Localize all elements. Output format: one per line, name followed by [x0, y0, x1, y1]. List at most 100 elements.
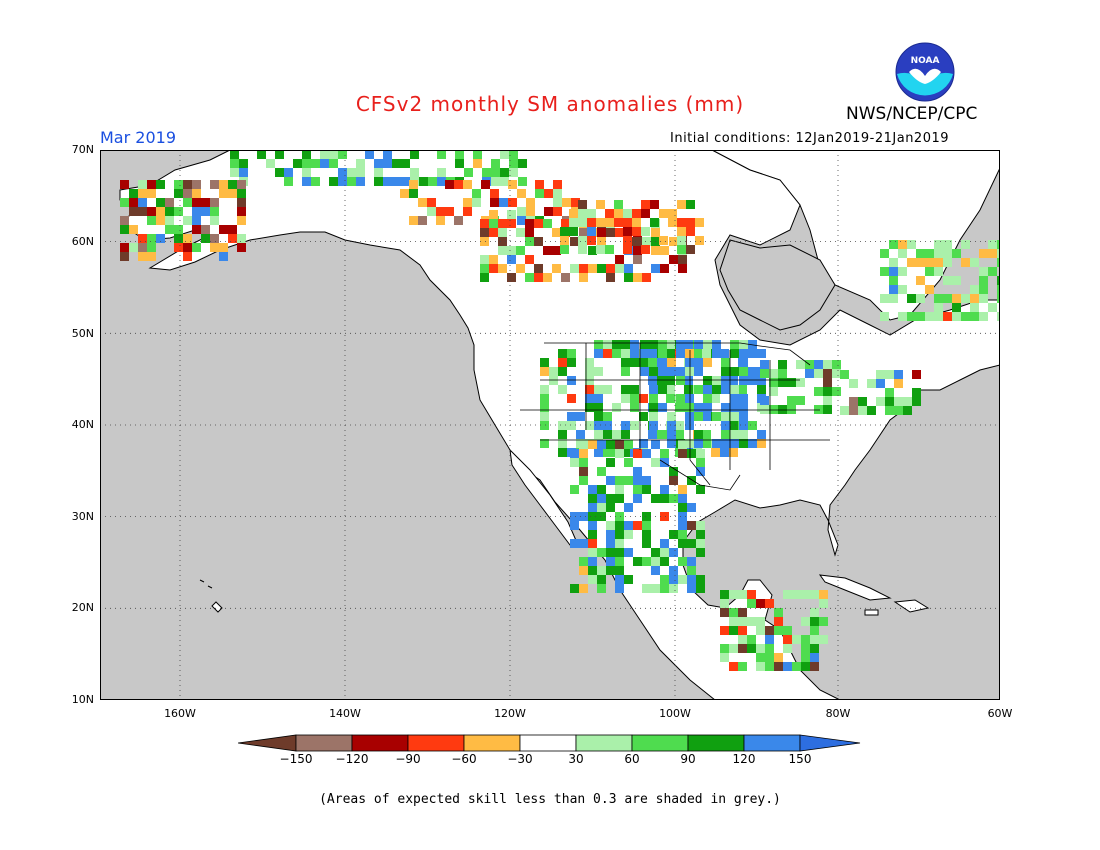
- anomaly-cell: [624, 264, 633, 273]
- anomaly-cell: [594, 385, 603, 394]
- anomaly-cell: [570, 458, 579, 467]
- anomaly-cell: [876, 379, 885, 388]
- anomaly-cell: [165, 198, 174, 207]
- anomaly-cell: [666, 340, 675, 349]
- anomaly-cell: [129, 243, 138, 252]
- anomaly-cell: [641, 200, 650, 209]
- anomaly-cell: [594, 430, 603, 439]
- anomaly-cell: [560, 236, 569, 245]
- anomaly-cell: [712, 376, 721, 385]
- anomaly-cell: [472, 198, 481, 207]
- anomaly-cell: [454, 216, 463, 225]
- noaa-logo-text: NOAA: [911, 56, 940, 66]
- anomaly-cell: [239, 168, 248, 177]
- anomaly-cell: [660, 557, 669, 566]
- anomaly-cell: [509, 159, 518, 168]
- anomaly-cell: [630, 340, 639, 349]
- anomaly-cell: [660, 264, 669, 273]
- anomaly-cell: [138, 180, 147, 189]
- anomaly-cell: [633, 449, 642, 458]
- anomaly-cell: [594, 340, 603, 349]
- anomaly-cell: [129, 198, 138, 207]
- anomaly-cell: [120, 198, 129, 207]
- anomaly-cell: [885, 397, 894, 406]
- anomaly-cell: [585, 421, 594, 430]
- anomaly-cell: [174, 243, 183, 252]
- anomaly-cell: [606, 503, 615, 512]
- anomaly-cell: [418, 198, 427, 207]
- anomaly-cell: [540, 367, 549, 376]
- anomaly-cell: [898, 285, 907, 294]
- anomaly-cell: [979, 285, 988, 294]
- anomaly-cell: [302, 177, 311, 186]
- anomaly-cell: [769, 369, 778, 378]
- anomaly-cell: [730, 403, 739, 412]
- anomaly-cell: [621, 385, 630, 394]
- anomaly-cell: [587, 227, 596, 236]
- anomaly-cell: [696, 584, 705, 593]
- anomaly-cell: [156, 180, 165, 189]
- anomaly-cell: [650, 200, 659, 209]
- colorbar-box: [407, 734, 465, 752]
- anomaly-cell: [596, 200, 605, 209]
- anomaly-cell: [756, 644, 765, 653]
- anomaly-cell: [712, 340, 721, 349]
- anomaly-cell: [500, 177, 509, 186]
- anomaly-cell: [721, 376, 730, 385]
- anomaly-cell: [696, 521, 705, 530]
- anomaly-cell: [640, 349, 649, 358]
- anomaly-cell: [668, 218, 677, 227]
- anomaly-cell: [540, 385, 549, 394]
- anomaly-cell: [934, 267, 943, 276]
- anomaly-cell: [606, 521, 615, 530]
- anomaly-cell: [756, 617, 765, 626]
- anomaly-cell: [738, 385, 747, 394]
- anomaly-cell: [138, 198, 147, 207]
- anomaly-cell: [952, 249, 961, 258]
- anomaly-cell: [192, 225, 201, 234]
- anomaly-cell: [138, 189, 147, 198]
- anomaly-cell: [769, 405, 778, 414]
- anomaly-cell: [747, 590, 756, 599]
- anomaly-cell: [778, 378, 787, 387]
- anomaly-cell: [401, 177, 410, 186]
- anomaly-cell: [210, 180, 219, 189]
- anomaly-cell: [120, 243, 129, 252]
- anomaly-cell: [630, 421, 639, 430]
- anomaly-cell: [518, 177, 527, 186]
- anomaly-cell: [588, 503, 597, 512]
- anomaly-cell: [885, 370, 894, 379]
- anomaly-cell: [801, 653, 810, 662]
- anomaly-cell: [615, 255, 624, 264]
- anomaly-cell: [588, 440, 597, 449]
- anomaly-cell: [720, 349, 729, 358]
- anomaly-cell: [183, 198, 192, 207]
- anomaly-cell: [648, 358, 657, 367]
- anomaly-cell: [832, 369, 841, 378]
- anomaly-cell: [840, 370, 849, 379]
- anomaly-cell: [392, 159, 401, 168]
- anomaly-cell: [561, 273, 570, 282]
- colorbar-tick-label: −150: [279, 752, 313, 766]
- anomaly-cell: [657, 358, 666, 367]
- anomaly-cell: [907, 294, 916, 303]
- anomaly-cell: [427, 198, 436, 207]
- anomaly-cell: [588, 485, 597, 494]
- anomaly-cell: [230, 150, 239, 159]
- anomaly-cell: [702, 439, 711, 448]
- anomaly-cell: [174, 234, 183, 243]
- anomaly-cell: [970, 294, 979, 303]
- anomaly-cell: [455, 159, 464, 168]
- anomaly-cell: [686, 227, 695, 236]
- anomaly-cell: [934, 258, 943, 267]
- anomaly-cell: [765, 653, 774, 662]
- anomaly-cell: [569, 218, 578, 227]
- anomaly-cell: [597, 467, 606, 476]
- anomaly-cell: [642, 237, 651, 246]
- anomaly-cell: [667, 439, 676, 448]
- anomaly-cell: [651, 228, 660, 237]
- anomaly-cell: [970, 258, 979, 267]
- colorbar-tick-label: 30: [568, 752, 584, 766]
- anomaly-cell: [687, 584, 696, 593]
- anomaly-cell: [419, 177, 428, 186]
